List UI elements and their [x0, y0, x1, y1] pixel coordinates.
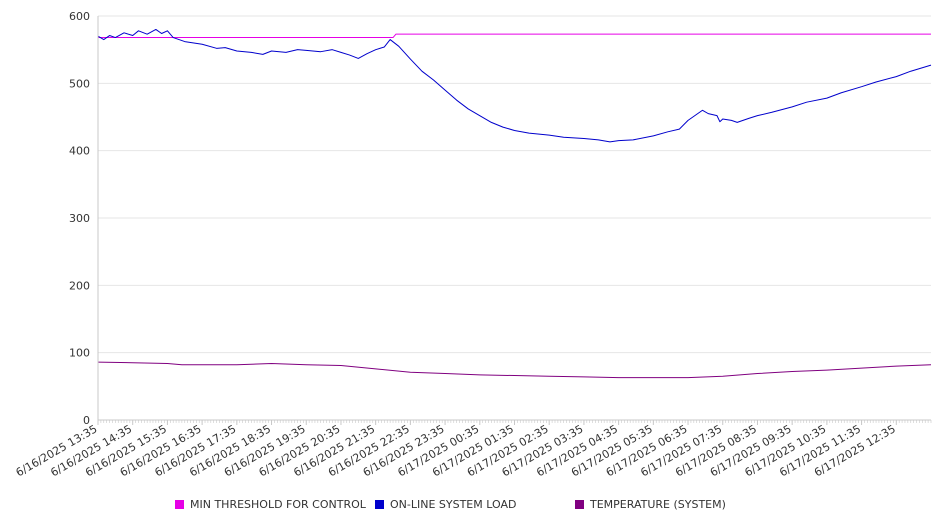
y-axis-tick-labels: 0 100 200 300 400 500 600 [69, 10, 90, 427]
legend-item-temperature: TEMPERATURE (SYSTEM) [575, 498, 726, 511]
x-minor-ticks [97, 420, 932, 423]
y-tick-label: 0 [83, 414, 90, 427]
y-tick-label: 500 [69, 77, 90, 90]
y-tick-label: 600 [69, 10, 90, 23]
series-line-0 [98, 33, 931, 39]
x-minor-tick-marks [97, 420, 932, 423]
y-tick-label: 100 [69, 347, 90, 360]
series-line-1 [97, 28, 932, 143]
legend-label: ON-LINE SYSTEM LOAD [390, 498, 517, 511]
axes [97, 16, 932, 423]
legend-item-min-threshold: MIN THRESHOLD FOR CONTROL [175, 498, 366, 511]
y-tick-label: 400 [69, 145, 90, 158]
y-tick-label: 300 [69, 212, 90, 225]
legend-swatch [175, 500, 184, 509]
y-tick-label: 200 [69, 279, 90, 292]
legend: MIN THRESHOLD FOR CONTROL ON-LINE SYSTEM… [0, 498, 946, 514]
x-axis-tick-labels: 6/16/2025 13:356/16/2025 14:356/16/2025 … [14, 420, 898, 479]
series-line-2 [97, 361, 932, 379]
legend-label: MIN THRESHOLD FOR CONTROL [190, 498, 366, 511]
series-lines [97, 28, 932, 379]
legend-item-system-load: ON-LINE SYSTEM LOAD [375, 498, 516, 511]
legend-label: TEMPERATURE (SYSTEM) [590, 498, 726, 511]
legend-swatch [575, 500, 584, 509]
grid-lines [98, 15, 931, 354]
legend-swatch [375, 500, 384, 509]
